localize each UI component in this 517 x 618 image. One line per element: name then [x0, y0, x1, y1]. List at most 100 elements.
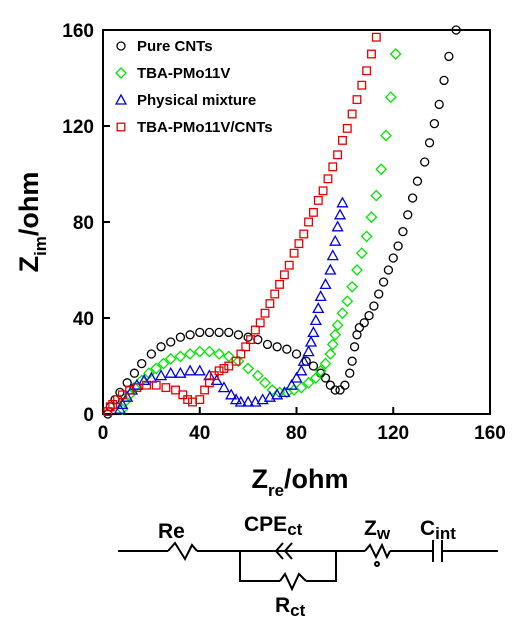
y-tick-label: 0 — [83, 405, 94, 426]
data-point — [380, 129, 392, 142]
data-point — [314, 290, 327, 302]
data-point — [365, 211, 378, 224]
data-point — [328, 162, 338, 172]
data-point — [444, 51, 454, 62]
data-point — [256, 393, 269, 405]
data-point — [164, 352, 177, 365]
data-point — [164, 366, 177, 378]
data-point — [285, 378, 298, 390]
y-tick-label: 160 — [62, 21, 94, 42]
data-point — [156, 342, 166, 352]
data-point — [203, 345, 216, 358]
data-point — [150, 362, 163, 375]
data-point — [289, 248, 299, 258]
data-point — [299, 229, 309, 239]
data-point — [224, 361, 234, 371]
data-point — [304, 335, 318, 347]
data-point — [278, 386, 291, 398]
data-point — [284, 260, 294, 270]
x-tick-label: 160 — [474, 423, 506, 444]
data-point — [341, 295, 354, 308]
series-layer — [103, 25, 461, 419]
data-point — [312, 302, 325, 314]
data-point — [308, 361, 319, 371]
data-point — [204, 327, 215, 338]
data-point — [407, 193, 418, 203]
warburg-element — [364, 542, 391, 560]
legend-label: Physical mixture — [137, 92, 256, 109]
circuit-label-zw: Zw — [364, 517, 391, 543]
data-point — [178, 390, 188, 400]
data-point — [451, 25, 461, 35]
data-point — [302, 376, 315, 389]
series-0 — [103, 25, 461, 419]
data-point — [374, 289, 384, 299]
data-point — [304, 217, 314, 227]
data-point — [174, 350, 187, 363]
data-point — [166, 337, 176, 347]
data-point — [364, 310, 374, 321]
data-point — [209, 371, 219, 381]
data-point — [336, 307, 349, 320]
circuit-label-re: Re — [158, 520, 185, 543]
y-axis-title: Zim/ohm — [14, 172, 50, 273]
data-point — [151, 380, 161, 390]
x-axis-title-main: Z — [251, 464, 268, 494]
data-point — [429, 118, 440, 129]
data-point — [193, 364, 206, 376]
data-point — [272, 342, 282, 352]
data-point — [326, 249, 339, 261]
data-point — [116, 403, 129, 416]
data-point — [439, 75, 449, 86]
data-point — [266, 384, 279, 396]
data-point — [333, 150, 343, 160]
data-point — [308, 207, 318, 217]
data-point — [145, 371, 158, 383]
data-point — [222, 350, 235, 363]
circuit-label-cint: Cint — [420, 517, 456, 543]
data-point — [331, 220, 344, 232]
data-point — [357, 80, 367, 90]
data-point — [224, 327, 234, 338]
data-point — [146, 349, 157, 359]
data-point — [214, 366, 224, 376]
data-point — [367, 49, 376, 59]
data-point — [384, 91, 397, 104]
data-point — [340, 380, 350, 390]
data-point — [412, 176, 423, 186]
data-point — [323, 174, 333, 184]
data-point — [200, 385, 210, 395]
plot-frame — [102, 29, 491, 415]
data-point — [213, 348, 226, 360]
data-point — [375, 163, 388, 176]
y-axis-title-sub: im — [31, 236, 50, 256]
data-point — [193, 345, 206, 358]
data-point — [330, 385, 340, 395]
data-point — [335, 385, 345, 395]
data-point — [263, 390, 276, 402]
data-point — [279, 270, 289, 280]
cpe-element — [274, 542, 293, 560]
data-point — [393, 241, 403, 251]
legend-marker — [115, 67, 127, 79]
data-point — [371, 32, 381, 42]
data-point — [108, 399, 118, 409]
data-point — [154, 369, 168, 381]
data-point — [338, 135, 347, 145]
data-point — [349, 342, 360, 352]
x-axis-title-sub: re — [268, 481, 284, 500]
data-point — [362, 66, 372, 76]
x-axis-title: Zre/ohm — [251, 464, 348, 500]
data-point — [318, 186, 328, 196]
legend-label: TBA-PMo11V — [137, 65, 230, 82]
data-point — [260, 308, 270, 318]
y-tick-label: 40 — [73, 309, 94, 330]
data-point — [142, 380, 151, 390]
data-point — [255, 318, 265, 328]
data-point — [161, 383, 171, 393]
data-point — [132, 383, 142, 393]
data-point — [265, 299, 275, 309]
circuit-label-cpe: CPEct — [244, 513, 303, 539]
data-point — [105, 402, 115, 412]
data-point — [117, 390, 127, 400]
